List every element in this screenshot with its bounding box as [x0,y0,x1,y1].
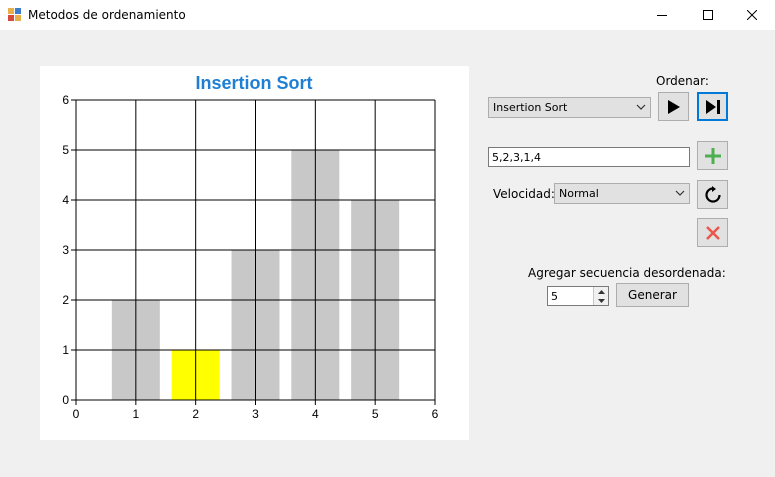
generate-button[interactable]: Generar [616,283,689,307]
x-tick-label: 5 [372,407,379,421]
velocidad-label: Velocidad: [493,187,555,201]
minimize-icon [657,15,667,16]
clear-icon [705,225,720,240]
chevron-down-icon [675,190,685,196]
y-tick-label: 2 [62,293,69,307]
reset-button[interactable] [697,180,728,209]
add-button[interactable] [697,141,728,170]
clear-button[interactable] [697,218,728,247]
sequence-input-field[interactable] [489,148,689,166]
x-tick-label: 3 [252,407,259,421]
x-tick-label: 1 [132,407,139,421]
y-tick-label: 6 [62,93,69,107]
sequence-input[interactable] [488,147,690,167]
ordenar-label: Ordenar: [656,74,709,88]
chevron-up-icon [597,289,605,294]
chart-panel: Insertion Sort 0 1 2 3 4 5 6 0 1 2 3 4 5 6 [40,66,469,440]
y-tick-label: 1 [62,343,69,357]
play-button[interactable] [658,92,689,121]
algorithm-select[interactable]: Insertion Sort [488,97,651,118]
chevron-down-icon [597,298,605,303]
minimize-button[interactable] [639,0,685,30]
maximize-button[interactable] [685,0,731,30]
stepper-down-button[interactable] [593,296,608,305]
x-tick-label: 4 [312,407,319,421]
sort-chart: Insertion Sort 0 1 2 3 4 5 6 0 1 2 3 4 5 6 [62,73,439,421]
y-tick-label: 0 [62,393,69,407]
maximize-icon [703,10,713,20]
stepper-up-button[interactable] [593,287,608,296]
title-bar: Metodos de ordenamiento [0,0,775,30]
y-tick-label: 5 [62,143,69,157]
close-button[interactable] [729,0,775,30]
window-title: Metodos de ordenamiento [28,8,186,22]
chevron-down-icon [636,104,646,110]
random-count-stepper[interactable] [547,286,609,306]
random-sequence-label: Agregar secuencia desordenada: [528,266,726,280]
chart-title: Insertion Sort [195,73,312,93]
random-count-input[interactable] [548,287,592,305]
close-icon [747,10,757,20]
app-icon [8,8,22,22]
x-tick-label: 6 [432,407,439,421]
speed-select-value: Normal [559,187,599,200]
step-forward-button[interactable] [697,92,728,121]
x-tick-label: 0 [73,407,80,421]
speed-select[interactable]: Normal [554,183,690,204]
step-forward-icon [705,99,720,114]
x-tick-label: 2 [192,407,199,421]
play-icon [667,99,680,114]
plus-icon [704,147,721,164]
algorithm-select-value: Insertion Sort [493,101,568,114]
y-tick-label: 3 [62,243,69,257]
generate-button-label: Generar [628,288,677,302]
reset-icon [704,185,721,203]
y-tick-label: 4 [62,193,69,207]
